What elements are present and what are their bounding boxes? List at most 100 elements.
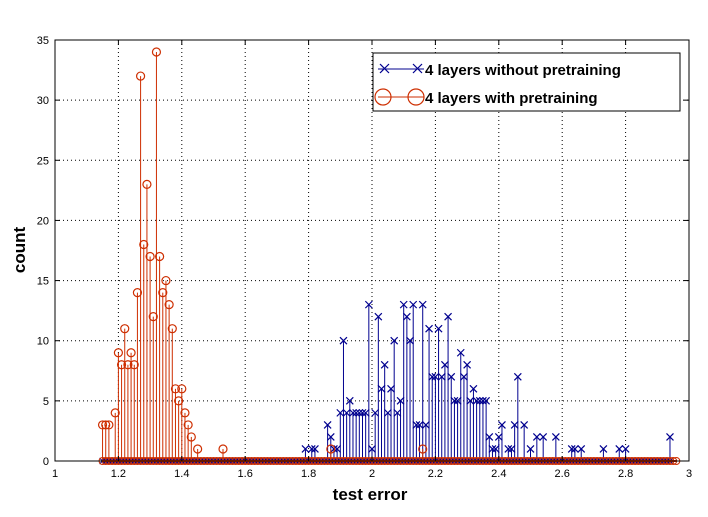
data-point: [447, 372, 456, 381]
data-point: [186, 432, 196, 442]
data-point: [498, 420, 506, 429]
data-point: [158, 288, 168, 298]
data-point: [333, 445, 342, 453]
x-tick-label: 3: [686, 468, 692, 480]
data-point: [510, 420, 519, 429]
data-point: [116, 360, 127, 370]
y-axis-label: count: [10, 227, 29, 274]
data-point: [390, 336, 399, 345]
data-point: [570, 445, 579, 453]
data-point: [326, 444, 336, 454]
y-tick-label: 35: [37, 35, 49, 47]
data-point: [167, 324, 177, 334]
data-point: [539, 433, 548, 441]
x-tick-label: 2.6: [555, 468, 570, 480]
data-point: [453, 396, 462, 405]
legend-label-with-pretraining: 4 layers with pretraining: [425, 90, 598, 107]
data-point: [151, 47, 162, 57]
legend-marker-x: [379, 63, 423, 74]
data-point: [488, 445, 497, 453]
data-point: [440, 360, 449, 369]
data-point: [532, 433, 541, 441]
data-point: [374, 312, 383, 321]
data-point: [551, 433, 560, 441]
data-point: [361, 408, 370, 417]
data-point: [330, 445, 338, 453]
data-point: [326, 433, 335, 441]
data-point: [355, 408, 364, 417]
grid: [55, 40, 689, 461]
data-point: [97, 420, 108, 430]
data-point: [180, 408, 190, 418]
data-point: [418, 444, 428, 454]
data-point: [475, 396, 484, 405]
data-point: [183, 420, 193, 430]
data-point: [377, 384, 386, 393]
data-point: [479, 396, 487, 405]
data-point: [406, 336, 414, 345]
data-point: [380, 360, 389, 369]
x-tick-label: 1: [52, 468, 58, 480]
data-point: [393, 408, 402, 417]
data-point: [421, 420, 430, 429]
data-point: [349, 408, 357, 417]
data-point: [513, 372, 522, 381]
data-point: [520, 420, 529, 429]
data-point: [567, 445, 576, 453]
y-tick-label: 10: [37, 336, 49, 348]
data-point: [428, 372, 437, 381]
x-tick-label: 2.8: [618, 468, 633, 480]
data-point: [615, 445, 624, 453]
data-point: [126, 348, 136, 358]
data-point: [120, 324, 130, 334]
y-tick-label: 25: [37, 155, 49, 167]
data-point: [368, 445, 376, 453]
data-point: [358, 408, 367, 417]
data-point: [145, 251, 155, 262]
data-point: [526, 445, 535, 453]
data-point: [402, 312, 411, 321]
data-point: [431, 372, 440, 381]
y-tick-label: 30: [37, 95, 49, 107]
data-point: [135, 71, 146, 81]
data-point: [437, 372, 446, 381]
data-point: [113, 348, 124, 358]
data-point: [110, 408, 120, 418]
data-point: [666, 433, 674, 441]
data-point: [396, 396, 405, 405]
data-point: [155, 251, 165, 262]
data-point: [364, 300, 373, 309]
x-tick-label: 1.4: [174, 468, 189, 480]
data-point: [142, 179, 152, 189]
series-without-pretraining: [99, 300, 674, 465]
data-point: [482, 396, 491, 405]
data-point: [472, 396, 481, 405]
data-point: [463, 360, 472, 369]
data-point: [336, 408, 345, 417]
data-point: [345, 396, 354, 405]
data-point: [387, 384, 395, 393]
y-tick-label: 15: [37, 276, 49, 288]
data-point: [456, 348, 465, 357]
data-point: [371, 408, 380, 417]
data-point: [469, 384, 478, 393]
data-point: [104, 420, 114, 430]
x-tick-label: 1.2: [111, 468, 126, 480]
x-tick-label: 1.8: [301, 468, 316, 480]
data-point: [339, 336, 348, 345]
data-point: [434, 324, 443, 333]
ticks: 1 1.2 1.4 1.6 1.8 2 2.2 2.4 2.6 2.8 30510152025303…: [37, 35, 692, 480]
data-point: [148, 312, 158, 322]
x-tick-label: 2: [369, 468, 375, 480]
data-point: [123, 360, 133, 370]
data-point: [444, 312, 453, 321]
data-point: [164, 300, 174, 310]
legend: 4 layers without pretraining 4 layers wi…: [372, 52, 681, 112]
x-axis-label: test error: [333, 485, 408, 504]
data-point: [193, 444, 203, 454]
data-point: [418, 300, 427, 309]
x-tick-label: 2.4: [491, 468, 506, 480]
data-point: [450, 396, 459, 405]
data-point: [352, 408, 361, 417]
